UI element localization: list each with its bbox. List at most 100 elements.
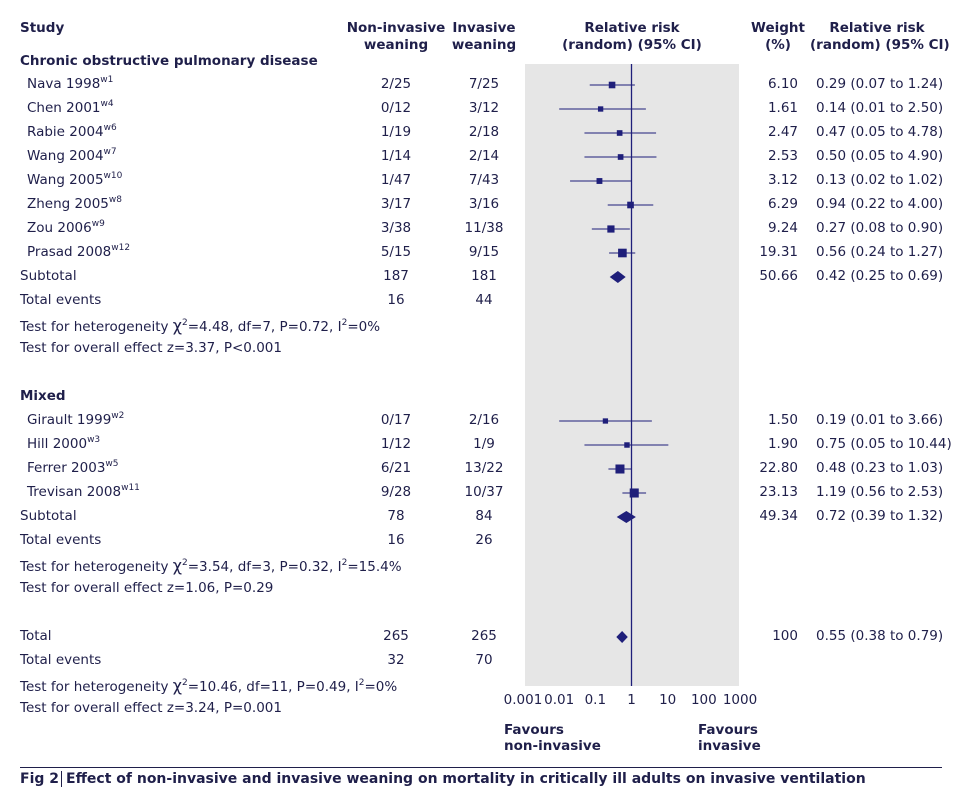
study-marker (629, 488, 639, 498)
noninvasive-value: 265 (383, 628, 409, 644)
study-marker (618, 248, 627, 258)
overall-effect-test: Test for overall effect z=1.06, P=0.29 (20, 580, 274, 596)
study-reference: w1 (100, 75, 114, 85)
header-rr-plot-line2: (random) (95% CI) (562, 37, 702, 53)
noninvasive-value: 1/12 (380, 436, 412, 452)
invasive-value: 84 (475, 508, 493, 524)
study-reference: w2 (111, 411, 125, 421)
rr-ci-value: 0.72 (0.39 to 1.32) (816, 508, 944, 524)
weight-value: 3.12 (767, 172, 798, 188)
study-marker (617, 154, 624, 160)
favours-left: Favours non-invasive (504, 722, 601, 754)
rr-ci-value: 0.48 (0.23 to 1.03) (816, 460, 944, 476)
study-name-text: Hill 2000 (27, 436, 88, 452)
rr-ci-value: 0.56 (0.24 to 1.27) (816, 244, 944, 260)
total-events-label: Total events (20, 652, 102, 668)
heterogeneity-test: Test for heterogeneity χ2=3.54, df=3, P=… (20, 556, 402, 575)
axis-tick-label: 100 (691, 692, 717, 708)
axis-tick-label: 0.01 (544, 692, 574, 708)
heterogeneity-stats: =3.54, df=3, P=0.32, I (187, 559, 342, 575)
chi-exponent: 2 (182, 678, 188, 688)
study-reference: w3 (87, 435, 101, 445)
rr-ci-value: 0.47 (0.05 to 4.78) (816, 124, 944, 140)
study-name-text: Wang 2004 (27, 148, 104, 164)
weight-value: 9.24 (767, 220, 798, 236)
heterogeneity-i2: =0% (347, 319, 381, 335)
noninvasive-value: 2/25 (380, 76, 412, 92)
invasive-value: 7/25 (468, 76, 500, 92)
study-name: Trevisan 2008w11 (27, 484, 140, 501)
header-rr-plot: Relative risk (random) (95% CI) (540, 20, 724, 54)
axis-tick-label: 0.1 (585, 692, 606, 708)
study-reference: w12 (111, 243, 131, 253)
study-name-text: Prasad 2008 (27, 244, 112, 260)
weight-value: 1.50 (767, 412, 798, 428)
study-reference: w10 (103, 171, 123, 181)
study-name: Zheng 2005w8 (27, 196, 122, 213)
noninvasive-value: 1/19 (380, 124, 412, 140)
favours-right-line1: Favours (698, 722, 758, 738)
header-invasive-line1: Invasive (452, 20, 516, 36)
study-marker (616, 130, 623, 136)
weight-value: 50.66 (759, 268, 798, 284)
weight-value: 49.34 (759, 508, 798, 524)
chi-exponent: 2 (182, 318, 188, 328)
weight-value: 2.53 (767, 148, 798, 164)
study-reference: w6 (103, 123, 117, 133)
heterogeneity-stats: =10.46, df=11, P=0.49, I (187, 679, 359, 695)
study-reference: w4 (100, 99, 114, 109)
study-name-text: Nava 1998 (27, 76, 101, 92)
study-marker (602, 418, 609, 424)
weight-value: 23.13 (759, 484, 798, 500)
invasive-value: 2/18 (468, 124, 500, 140)
weight-value: 2.47 (767, 124, 798, 140)
study-name: Wang 2005w10 (27, 171, 123, 189)
invasive-value: 265 (471, 628, 497, 644)
study-marker (596, 178, 603, 184)
study-name-text: Ferrer 2003 (27, 460, 106, 476)
favours-left-line2: non-invasive (504, 738, 601, 754)
caption-text: Effect of non-invasive and invasive wean… (66, 771, 866, 787)
favours-right: Favours invasive (698, 722, 761, 754)
caption-fig-label: Fig 2 (20, 771, 59, 787)
study-name-text: Zou 2006 (27, 220, 92, 236)
noninvasive-value: 0/17 (380, 412, 412, 428)
i2-exponent: 2 (341, 558, 348, 568)
weight-value: 6.10 (767, 76, 798, 92)
header-rr-text-line1: Relative risk (829, 20, 925, 36)
invasive-value: 70 (475, 652, 493, 668)
invasive-value: 3/16 (468, 196, 500, 212)
noninvasive-value: 1/47 (380, 172, 412, 188)
rr-ci-value: 0.94 (0.22 to 4.00) (816, 196, 944, 212)
overall-effect-test: Test for overall effect z=3.37, P<0.001 (20, 340, 282, 356)
invasive-value: 7/43 (468, 172, 500, 188)
favours-right-line2: invasive (698, 738, 761, 754)
invasive-value: 181 (471, 268, 497, 284)
rr-ci-value: 0.29 (0.07 to 1.24) (816, 76, 944, 92)
noninvasive-value: 3/38 (380, 220, 412, 236)
study-name-text: Wang 2005 (27, 172, 104, 188)
header-study: Study (20, 20, 65, 36)
study-name-text: Rabie 2004 (27, 124, 104, 140)
heterogeneity-i2: =15.4% (347, 559, 402, 575)
subtotal-label: Subtotal (20, 268, 77, 284)
header-noninvasive-line2: weaning (363, 37, 429, 53)
header-weight: Weight (%) (748, 20, 808, 54)
weight-value: 6.29 (767, 196, 798, 212)
study-reference: w9 (91, 219, 105, 229)
study-name: Chen 2001w4 (27, 99, 114, 117)
header-rr-text-line2: (random) (95% CI) (810, 37, 950, 53)
invasive-value: 10/37 (464, 484, 504, 500)
invasive-value: 13/22 (464, 460, 504, 476)
chi-symbol: χ (172, 556, 183, 575)
study-reference: w7 (103, 147, 117, 157)
invasive-value: 26 (475, 532, 493, 548)
invasive-value: 11/38 (464, 220, 504, 236)
rr-ci-value: 0.19 (0.01 to 3.66) (816, 412, 944, 428)
rr-ci-value: 0.13 (0.02 to 1.02) (816, 172, 944, 188)
study-marker (608, 81, 616, 89)
axis-tick-label: 1 (627, 692, 636, 708)
caption-separator (61, 771, 62, 787)
weight-value: 22.80 (759, 460, 798, 476)
section-title: Chronic obstructive pulmonary disease (20, 53, 318, 69)
